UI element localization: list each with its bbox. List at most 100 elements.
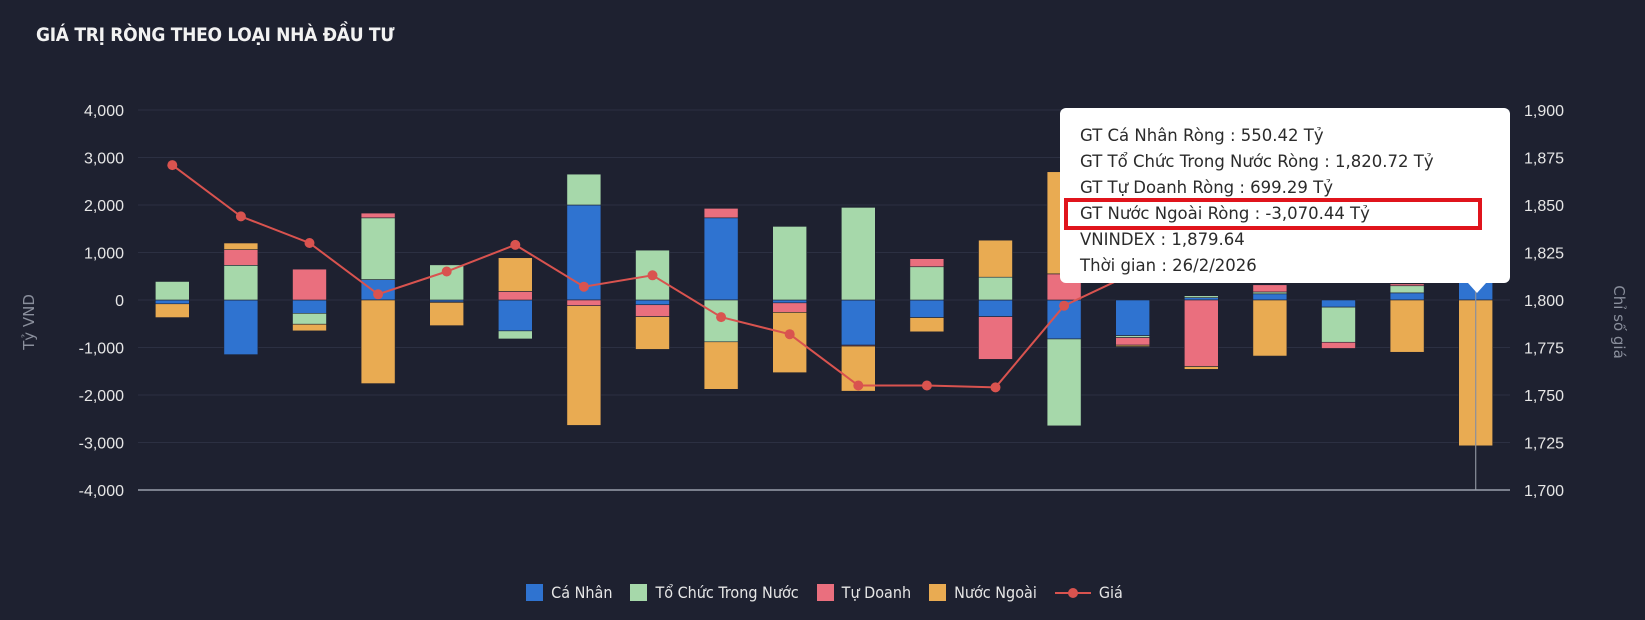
bar-segment — [1046, 338, 1082, 427]
y-right-tick-label: 1,825 — [1524, 246, 1564, 263]
bar-segment — [978, 316, 1013, 360]
legend-label: Giá — [1098, 583, 1123, 602]
legend-swatch — [816, 584, 834, 601]
bar-segment — [497, 299, 533, 332]
bar-segment — [360, 299, 396, 384]
y-left-tick-label: 0 — [115, 293, 124, 310]
bar-segment — [635, 316, 670, 350]
price-point — [441, 266, 452, 277]
legend-item[interactable]: Tự Doanh — [813, 583, 911, 602]
bar-stacks — [155, 153, 1493, 447]
y-right-tick-label: 1,725 — [1524, 436, 1564, 453]
bar-segment — [566, 173, 602, 206]
tooltip-row-highlighted: GT Nước Ngoài Ròng : -3,070.44 Tỷ — [1064, 198, 1482, 230]
bar-segment — [292, 312, 327, 325]
tooltip-row: GT Cá Nhân Ròng : 550.42 Tỷ — [1080, 126, 1324, 145]
y-right-tick-label: 1,875 — [1524, 151, 1564, 168]
y-left-tick-label: 2,000 — [84, 198, 124, 215]
y-right-tick-label: 1,750 — [1524, 388, 1564, 405]
bar-segment — [1115, 344, 1150, 347]
price-point — [921, 380, 932, 391]
tooltip-row: GT Tổ Chức Trong Nước Ròng : 1,820.72 Tỷ — [1080, 152, 1434, 171]
price-point — [235, 211, 246, 222]
legend-item[interactable]: Nước Ngoài — [925, 583, 1037, 602]
bar-segment — [909, 258, 945, 268]
legend-swatch — [630, 584, 648, 601]
legend-label: Tự Doanh — [841, 583, 912, 602]
y-left-tick-label: 4,000 — [84, 103, 124, 120]
tooltip-row: GT Tự Doanh Ròng : 699.29 Tỷ — [1080, 178, 1333, 197]
y-right-tick-label: 1,800 — [1524, 293, 1564, 310]
price-point — [373, 289, 384, 300]
legend-swatch — [526, 584, 544, 601]
bar-segment — [1321, 341, 1356, 349]
y-left-axis-label: Tỷ VND — [20, 294, 38, 351]
bar-segment — [840, 345, 876, 392]
bar-segment — [1321, 306, 1356, 343]
y-left-tick-label: 3,000 — [84, 151, 124, 168]
bar-segment — [429, 302, 465, 326]
bar-segment — [292, 323, 327, 332]
bar-segment — [497, 257, 533, 292]
legend-line-swatch — [1054, 584, 1091, 601]
price-point — [990, 382, 1001, 393]
y-right-axis-label: Chỉ số giá — [1610, 285, 1628, 359]
y-right-tick-label: 1,775 — [1524, 341, 1564, 358]
price-point — [647, 270, 658, 281]
bar-segment — [497, 330, 533, 340]
bar-segment — [223, 242, 259, 250]
bar-segment — [155, 281, 190, 301]
bar-segment — [772, 302, 808, 313]
bar-segment — [635, 299, 670, 306]
bar-segment — [703, 208, 739, 219]
bar-segment — [772, 226, 808, 301]
bar-segment — [909, 299, 945, 318]
price-point — [167, 160, 178, 171]
bar-segment — [1115, 337, 1150, 346]
bar-segment — [1252, 299, 1288, 357]
net-value-chart: 4,000 1,900 3,000 1,875 2,000 1,850 1,000 1,825… — [20, 103, 1628, 500]
bar-segment — [1321, 299, 1356, 308]
bar-segment — [292, 268, 327, 301]
bar-segment — [703, 217, 739, 301]
bar-segment — [360, 212, 396, 219]
bar-segment — [909, 317, 945, 333]
bar-segment — [155, 303, 190, 318]
bar-segment — [223, 265, 259, 301]
legend-item[interactable]: Tổ Chức Trong Nước — [626, 583, 799, 602]
y-right-tick-label: 1,700 — [1524, 483, 1564, 500]
price-point — [853, 380, 864, 391]
y-left-tick-label: 1,000 — [84, 246, 124, 263]
bar-segment — [360, 217, 396, 280]
price-point — [578, 281, 589, 292]
legend-label: Cá Nhân — [551, 583, 613, 602]
bar-segment — [223, 249, 259, 266]
bar-segment — [155, 299, 190, 305]
legend-item[interactable]: Cá Nhân — [522, 583, 612, 602]
price-point — [1059, 300, 1070, 311]
price-point — [784, 329, 795, 340]
bar-segment — [223, 299, 259, 355]
bar-segment — [1389, 283, 1425, 287]
bar-segment — [1184, 295, 1219, 298]
bar-segment — [703, 341, 739, 390]
tooltip-arrow — [1468, 283, 1486, 293]
bar-segment — [566, 305, 602, 426]
bar-segment — [840, 207, 876, 301]
bar-segment — [497, 291, 533, 301]
bar-segment — [1389, 299, 1425, 353]
bar-segment — [772, 299, 808, 304]
tooltip-row: VNINDEX : 1,879.64 — [1080, 230, 1245, 249]
bar-segment — [1389, 285, 1425, 294]
legend-label: Nước Ngoài — [954, 583, 1037, 602]
bar-segment — [1184, 366, 1219, 370]
bar-segment — [1389, 292, 1425, 301]
chart-title: GIÁ TRỊ RÒNG THEO LOẠI NHÀ ĐẦU TƯ — [36, 24, 395, 46]
bar-segment — [978, 276, 1013, 301]
bar-segment — [1115, 299, 1150, 336]
legend-item[interactable]: Giá — [1051, 583, 1123, 602]
bar-segment — [1252, 284, 1288, 293]
legend-label: Tổ Chức Trong Nước — [655, 583, 799, 602]
axes: 4,000 1,900 3,000 1,875 2,000 1,850 1,000 1,825… — [20, 103, 1628, 500]
y-left-tick-label: -3,000 — [79, 436, 124, 453]
